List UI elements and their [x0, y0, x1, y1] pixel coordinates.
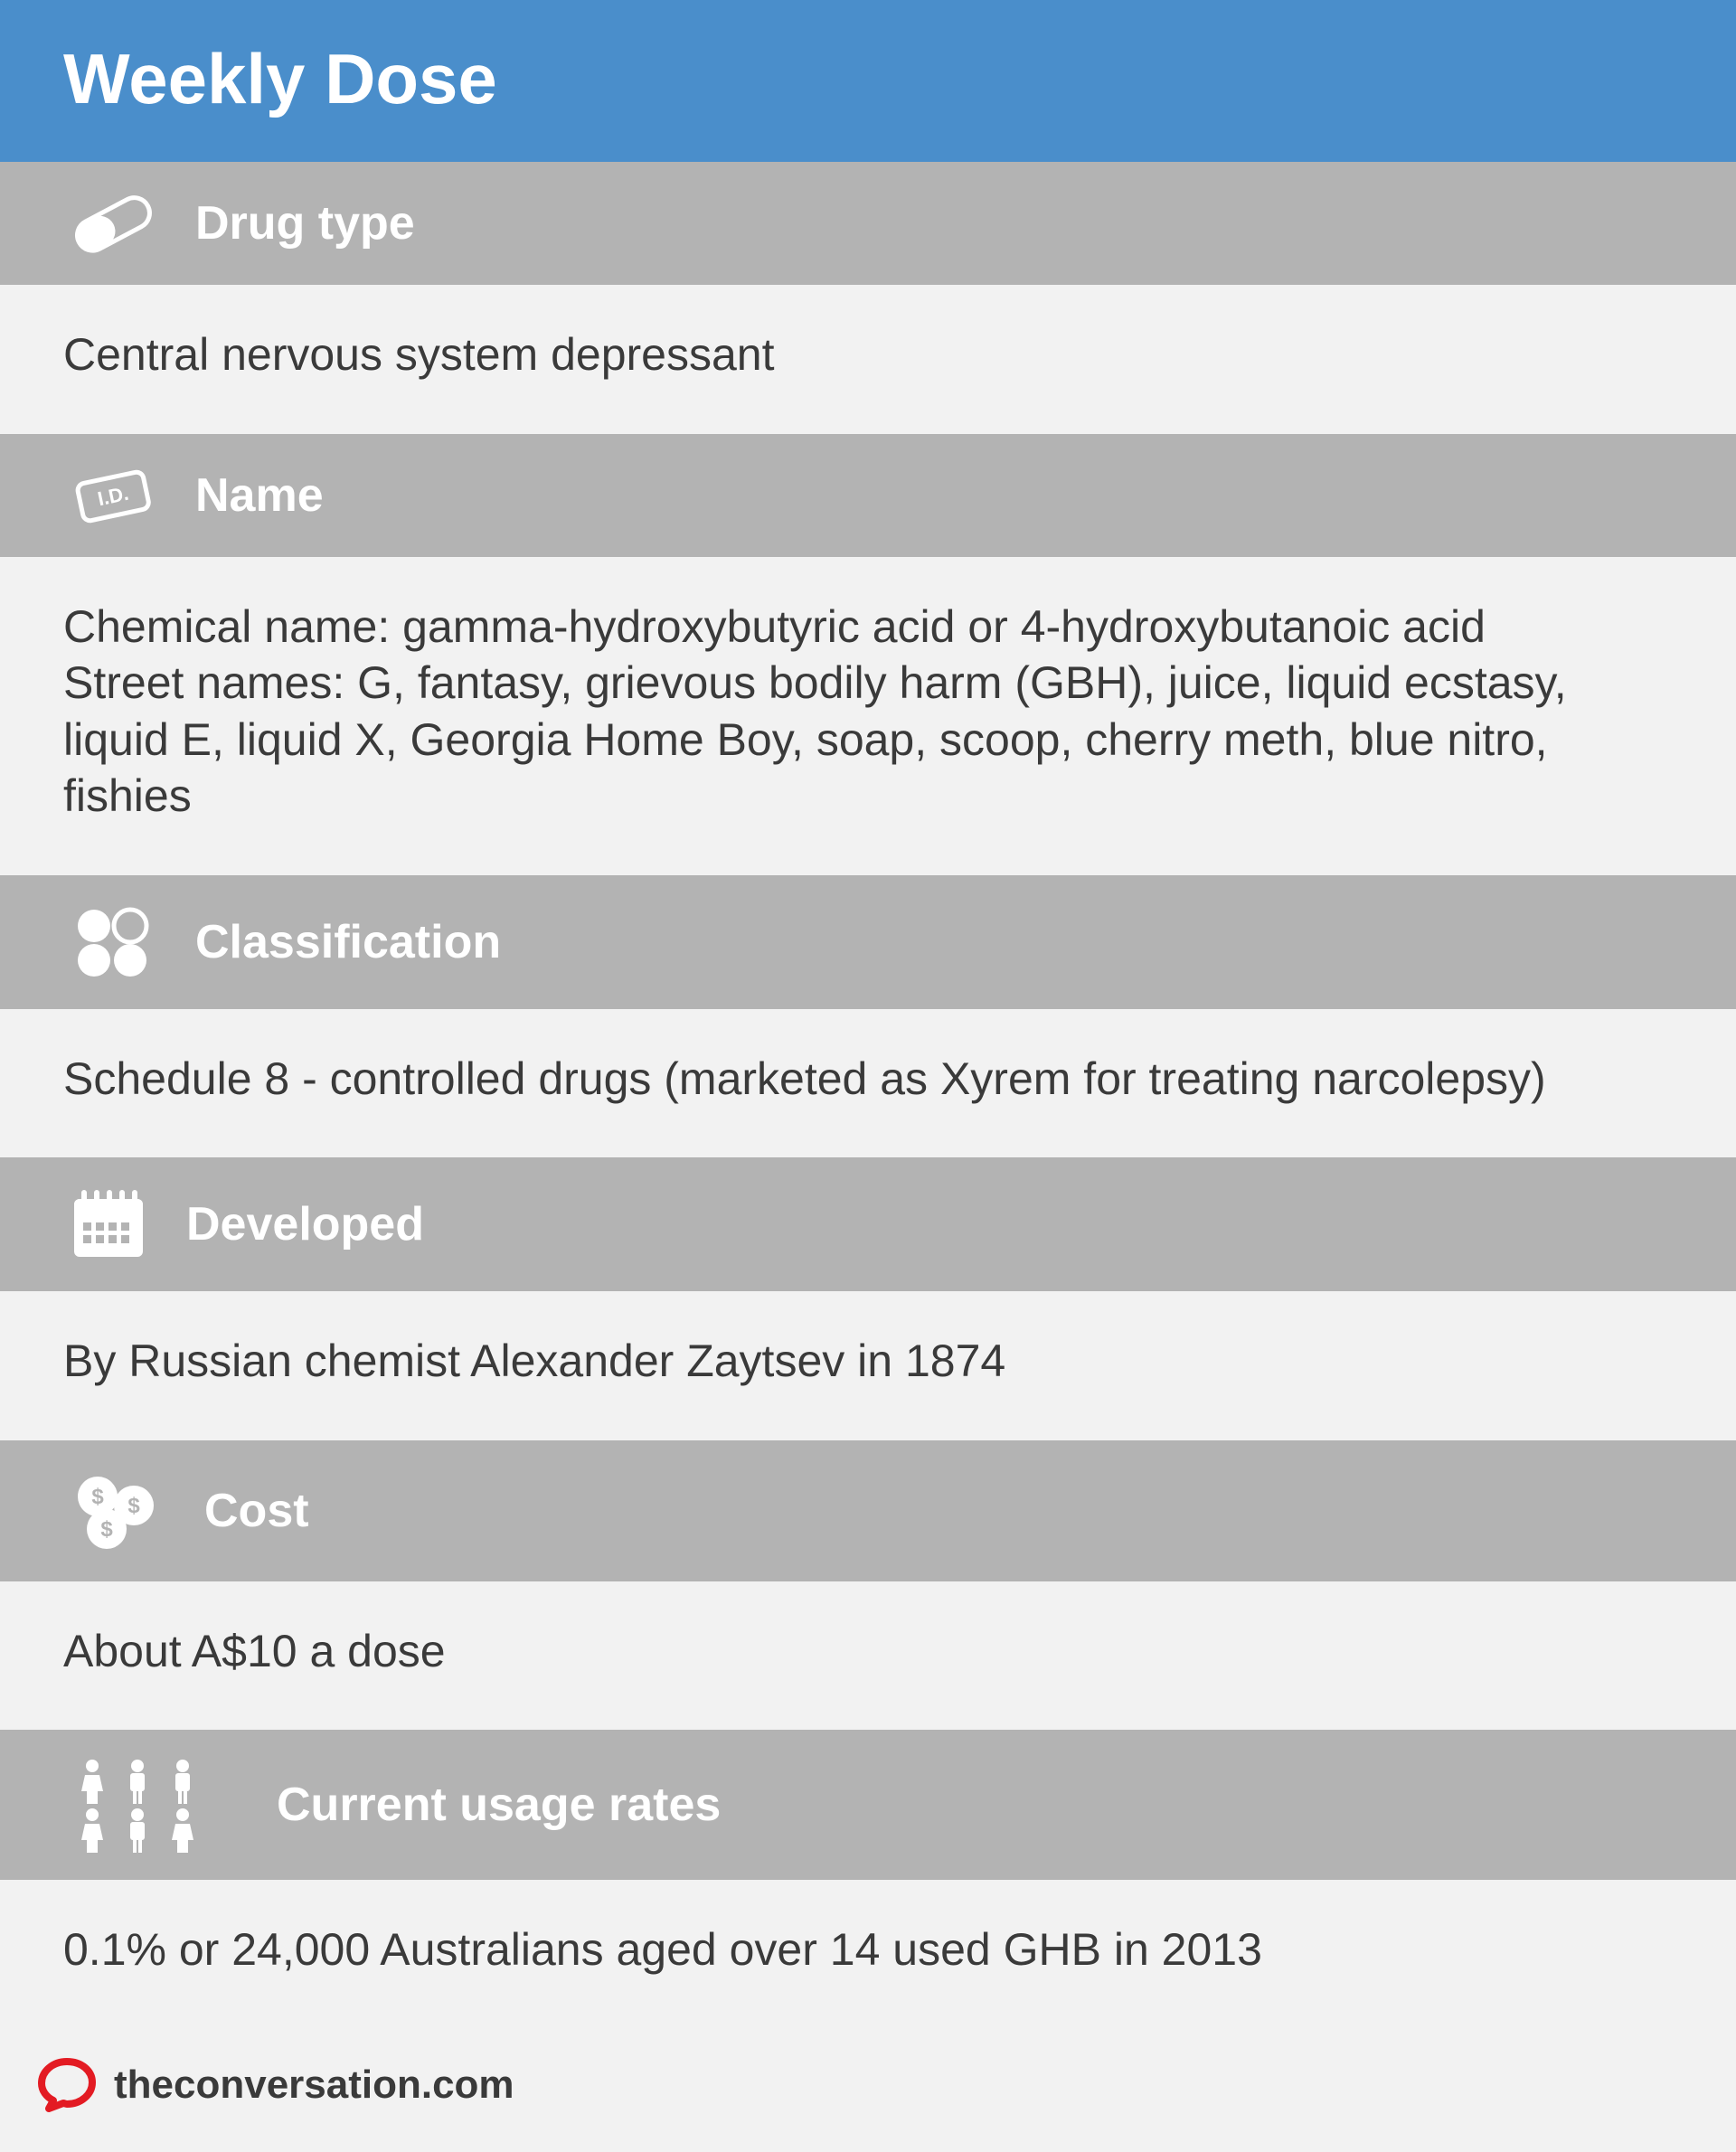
section-label: Developed — [186, 1197, 424, 1251]
section-label: Cost — [204, 1484, 309, 1538]
section-header-classification: Classification — [0, 875, 1736, 1009]
section-label: Drug type — [195, 196, 415, 250]
section-body-developed: By Russian chemist Alexander Zaytsev in … — [0, 1291, 1736, 1440]
section-header-usage: Current usage rates — [0, 1730, 1736, 1880]
section-label: Name — [195, 468, 324, 523]
people-icon — [63, 1755, 244, 1855]
section-body-drug-type: Central nervous system depressant — [0, 285, 1736, 434]
footer-text: theconversation.com — [114, 2062, 514, 2108]
svg-text:$: $ — [91, 1485, 104, 1509]
weekly-dose-card: Weekly Dose Drug type Central nervous sy… — [0, 0, 1736, 2152]
section-header-drug-type: Drug type — [0, 162, 1736, 285]
section-body-cost: About A$10 a dose — [0, 1581, 1736, 1731]
calendar-icon — [63, 1183, 154, 1266]
circles-icon — [63, 901, 163, 984]
svg-text:I.D.: I.D. — [96, 481, 131, 510]
svg-text:$: $ — [100, 1517, 113, 1542]
section-header-name: I.D. Name — [0, 434, 1736, 557]
title-text: Weekly Dose — [63, 39, 497, 118]
section-header-developed: Developed — [0, 1157, 1736, 1291]
title-bar: Weekly Dose — [0, 0, 1736, 162]
pill-icon — [63, 187, 163, 260]
footer: theconversation.com — [0, 2029, 1736, 2152]
section-body-usage: 0.1% or 24,000 Australians aged over 14 … — [0, 1880, 1736, 2029]
conversation-logo-icon — [36, 2054, 98, 2116]
section-body-classification: Schedule 8 - controlled drugs (marketed … — [0, 1009, 1736, 1158]
section-body-name: Chemical name: gamma-hydroxybutyric acid… — [0, 557, 1736, 875]
id-card-icon: I.D. — [63, 459, 163, 532]
section-header-cost: $ $ $ Cost — [0, 1440, 1736, 1581]
coins-icon: $ $ $ — [63, 1466, 172, 1556]
section-label: Current usage rates — [277, 1778, 721, 1832]
section-label: Classification — [195, 915, 501, 969]
svg-text:$: $ — [127, 1494, 140, 1518]
